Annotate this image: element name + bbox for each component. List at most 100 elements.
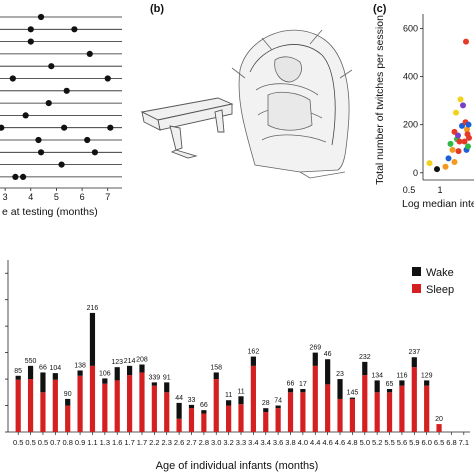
bar-wake <box>15 375 21 380</box>
bar-sleep <box>114 380 120 432</box>
panel-d-x-tick-label: 3.2 <box>223 438 233 447</box>
timeline-point <box>45 100 52 107</box>
bar-value-label: 208 <box>136 357 148 364</box>
panel-d-x-tick-label: 1.7 <box>137 438 147 447</box>
bar-wake <box>188 404 195 409</box>
bar-value-label: 158 <box>210 364 222 371</box>
timeline-point <box>84 136 91 144</box>
bar-value-label: 129 <box>421 372 433 379</box>
scatter-point <box>426 160 433 167</box>
panel-a-x-tick-label: 5 <box>54 192 59 202</box>
bar-sleep <box>287 392 294 432</box>
bar-sleep <box>337 398 343 432</box>
bar-value-label: 85 <box>14 368 22 375</box>
bar-wake <box>164 382 170 393</box>
bar-sleep <box>65 405 71 432</box>
timeline-point <box>27 38 34 45</box>
car-seat-sketch <box>231 29 353 179</box>
bar-wake <box>275 405 281 409</box>
panel-d-x-tick-label: 1.7 <box>124 438 134 447</box>
timeline-point <box>107 124 114 131</box>
bar-value-label: 237 <box>408 349 420 356</box>
panel-d-x-tick-label: 5.9 <box>409 438 419 447</box>
panel-a-x-tick-label: 7 <box>105 192 110 202</box>
scatter-point <box>449 146 456 153</box>
timeline-point <box>86 50 93 58</box>
bar-sleep <box>238 404 244 432</box>
panel-d-x-tick-label: 0.9 <box>75 438 85 447</box>
bar-wake <box>399 380 405 386</box>
panel-a-x-tick-label: 4 <box>28 192 33 202</box>
timeline-point <box>91 149 99 156</box>
panel-d-x-tick-label: 4.0 <box>298 438 308 447</box>
bar-wake <box>424 380 430 386</box>
panel-d-x-tick-label: 4.6 <box>322 438 332 447</box>
panel-d-x-tick-label: 3.3 <box>236 438 246 447</box>
panel-d-x-tick-label: 1.3 <box>100 438 110 447</box>
bar-value-label: 46 <box>324 351 332 358</box>
bar-value-label: 28 <box>262 400 270 407</box>
bar-value-label: 90 <box>64 391 72 398</box>
panel-d-x-tick-label: 3.4 <box>248 438 258 447</box>
bar-value-label: 11 <box>225 392 232 399</box>
bar-value-label: 65 <box>386 381 394 388</box>
bar-wake <box>250 356 256 366</box>
timeline-point <box>71 26 78 33</box>
bar-value-label: 214 <box>124 358 136 365</box>
mat-sketch <box>140 97 234 159</box>
panel-d-x-tick-label: 1.6 <box>112 438 122 447</box>
bar-wake <box>300 389 306 393</box>
bar-sleep <box>250 365 256 432</box>
timeline-point <box>27 26 34 33</box>
panel-d-x-tick-label: 1.1 <box>87 438 97 447</box>
bar-value-label: 145 <box>347 390 359 397</box>
legend: Wake Sleep <box>412 267 454 296</box>
bar-sleep <box>213 379 219 432</box>
bar-sleep <box>52 379 58 432</box>
scatter-point <box>447 140 454 147</box>
bar-sleep <box>275 408 281 432</box>
scatter-point <box>451 158 458 165</box>
panel-d-x-tick-label: 3.8 <box>285 438 295 447</box>
scatter-point <box>434 166 440 173</box>
panel-d-x-tick-label: 6.0 <box>421 438 431 447</box>
legend-label-wake: Wake <box>426 267 454 279</box>
scatter-point <box>461 138 468 145</box>
bar-sleep <box>300 392 306 432</box>
timeline-point <box>37 149 45 156</box>
bar-sleep <box>102 383 108 432</box>
bar-value-label: 11 <box>237 388 244 395</box>
scatter-point <box>460 102 466 109</box>
bar-value-label: 269 <box>309 345 321 352</box>
bar-value-label: 550 <box>25 358 37 365</box>
scatter-point <box>442 163 449 170</box>
bar-sleep <box>263 412 269 432</box>
timeline-point <box>22 112 29 119</box>
panel-a-age-timeline: 3 4 5 6 7 e at testing (months) <box>0 13 122 218</box>
bar-wake <box>65 398 71 406</box>
scatter-point <box>463 38 469 45</box>
scatter-point <box>466 134 472 141</box>
bar-wake <box>52 373 58 380</box>
bar-value-label: 162 <box>248 349 260 356</box>
bar-wake <box>226 400 232 406</box>
panel-d-x-tick-label: 2.3 <box>162 438 172 447</box>
legend-swatch-wake <box>412 267 421 276</box>
bar-value-label: 104 <box>49 365 61 372</box>
bar-sleep <box>27 379 34 432</box>
timeline-point <box>48 63 55 70</box>
bar-wake <box>349 397 356 399</box>
legend-label-sleep: Sleep <box>426 284 454 296</box>
panel-c-y-tick-label: 600 <box>403 23 418 33</box>
timeline-point <box>12 173 19 180</box>
bar-value-label: 138 <box>74 362 86 369</box>
bar-wake <box>89 312 96 366</box>
bar-wake <box>374 380 380 393</box>
bar-wake <box>325 359 331 385</box>
bar-wake <box>27 365 34 380</box>
bar-value-label: 23 <box>336 371 344 378</box>
bar-sleep <box>411 367 417 432</box>
panel-d-x-tick-label: 0.8 <box>62 438 72 447</box>
